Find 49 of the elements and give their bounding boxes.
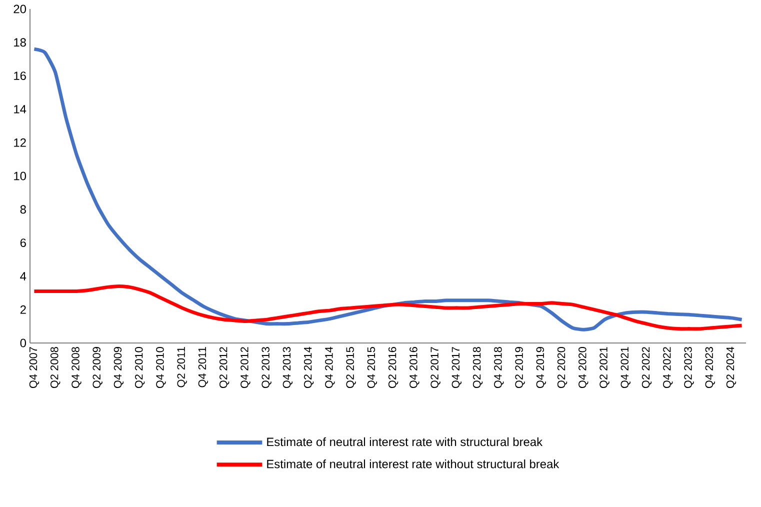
x-tick-label: Q2 2015: [346, 347, 356, 388]
x-tick-label: Q4 2007: [29, 347, 40, 388]
x-tick-label: Q2 2022: [642, 347, 652, 388]
y-tick-label: 4: [20, 272, 26, 280]
x-tick-label: Q2 2016: [388, 347, 398, 388]
x-tick-label: Q2 2011: [177, 347, 187, 388]
x-tick-label: Q4 2012: [240, 347, 250, 388]
y-tick-label: 20: [14, 4, 26, 14]
x-tick-label: Q2 2012: [219, 347, 230, 388]
y-tick-label: 0: [20, 338, 26, 348]
line-series: [32, 47, 744, 332]
y-tick-label: 12: [14, 138, 26, 147]
x-tick-label: Q4 2021: [620, 347, 630, 388]
x-tick-label: Q2 2023: [684, 347, 694, 388]
y-tick-label: 16: [14, 72, 26, 80]
x-tick-label: Q2 2019: [515, 347, 525, 388]
y-tick-label: 2: [20, 305, 26, 314]
x-tick-label: Q2 2009: [92, 347, 102, 388]
x-tick-label: Q2 2008: [50, 347, 60, 388]
x-tick-label: Q2 2014: [304, 346, 314, 388]
x-tick-label: Q4 2022: [663, 347, 673, 388]
y-tick-label: 8: [20, 205, 26, 214]
x-tick-label: Q2 2021: [600, 347, 610, 388]
x-tick-label: Q2 2017: [430, 347, 440, 388]
x-tick-label: Q2 2024: [726, 346, 736, 388]
x-tick-label: Q4 2016: [410, 347, 420, 388]
x-tick-label: Q4 2014: [325, 346, 335, 388]
x-tick-label: Q4 2013: [282, 347, 293, 388]
y-tick-label: 6: [20, 238, 26, 248]
legend-label: Estimate of neutral interest rate with structural break: [267, 437, 543, 446]
x-tick-label: Q4 2023: [705, 347, 715, 388]
x-tick-label: Q4 2010: [156, 346, 166, 388]
x-tick-label: Q2 2010: [134, 346, 145, 388]
x-tick-label: Q4 2009: [114, 347, 124, 388]
y-tick-label: 14: [14, 105, 26, 114]
legend-label: Estimate of neutral interest rate without structural break: [267, 459, 560, 468]
x-tick-label: Q4 2017: [452, 347, 462, 388]
x-tick-label: Q4 2011: [198, 347, 208, 388]
x-tick-label: Q4 2020: [578, 346, 588, 388]
x-tick-label: Q2 2013: [262, 347, 272, 388]
x-tick-label: Q4 2018: [494, 347, 504, 388]
line-series: [32, 284, 744, 331]
x-tick-label: Q4 2019: [536, 347, 546, 388]
x-tick-label: Q2 2020: [557, 346, 568, 388]
x-tick-label: Q4 2008: [72, 347, 82, 388]
y-tick-label: 18: [14, 38, 26, 47]
y-tick-label: 10: [14, 172, 26, 180]
x-tick-label: Q2 2018: [472, 347, 483, 388]
x-tick-label: Q4 2015: [367, 347, 378, 388]
